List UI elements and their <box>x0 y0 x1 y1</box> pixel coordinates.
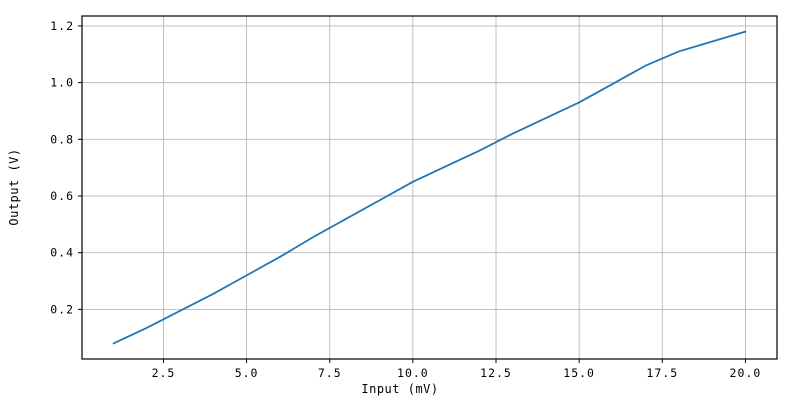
x-tick-label: 5.0 <box>235 366 259 380</box>
y-tick-label: 0.8 <box>50 132 74 146</box>
data-line <box>112 30 747 345</box>
x-tick-label: 20.0 <box>730 366 762 380</box>
x-tick-label: 17.5 <box>646 366 678 380</box>
x-tick-label: 10.0 <box>397 366 429 380</box>
y-tick-label: 1.0 <box>50 76 74 90</box>
plot-border <box>81 15 778 360</box>
x-tick-label: 12.5 <box>480 366 512 380</box>
x-tick-label: 7.5 <box>318 366 342 380</box>
x-tick-label: 15.0 <box>563 366 595 380</box>
x-axis-label: Input (mV) <box>361 382 439 396</box>
y-tick-label: 0.6 <box>50 189 74 203</box>
y-tick-label: 0.2 <box>50 302 74 316</box>
y-axis-label: Output (V) <box>7 148 21 226</box>
y-tick-label: 1.2 <box>50 19 74 33</box>
x-tick-label: 2.5 <box>152 366 176 380</box>
y-tick-label: 0.4 <box>50 246 74 260</box>
